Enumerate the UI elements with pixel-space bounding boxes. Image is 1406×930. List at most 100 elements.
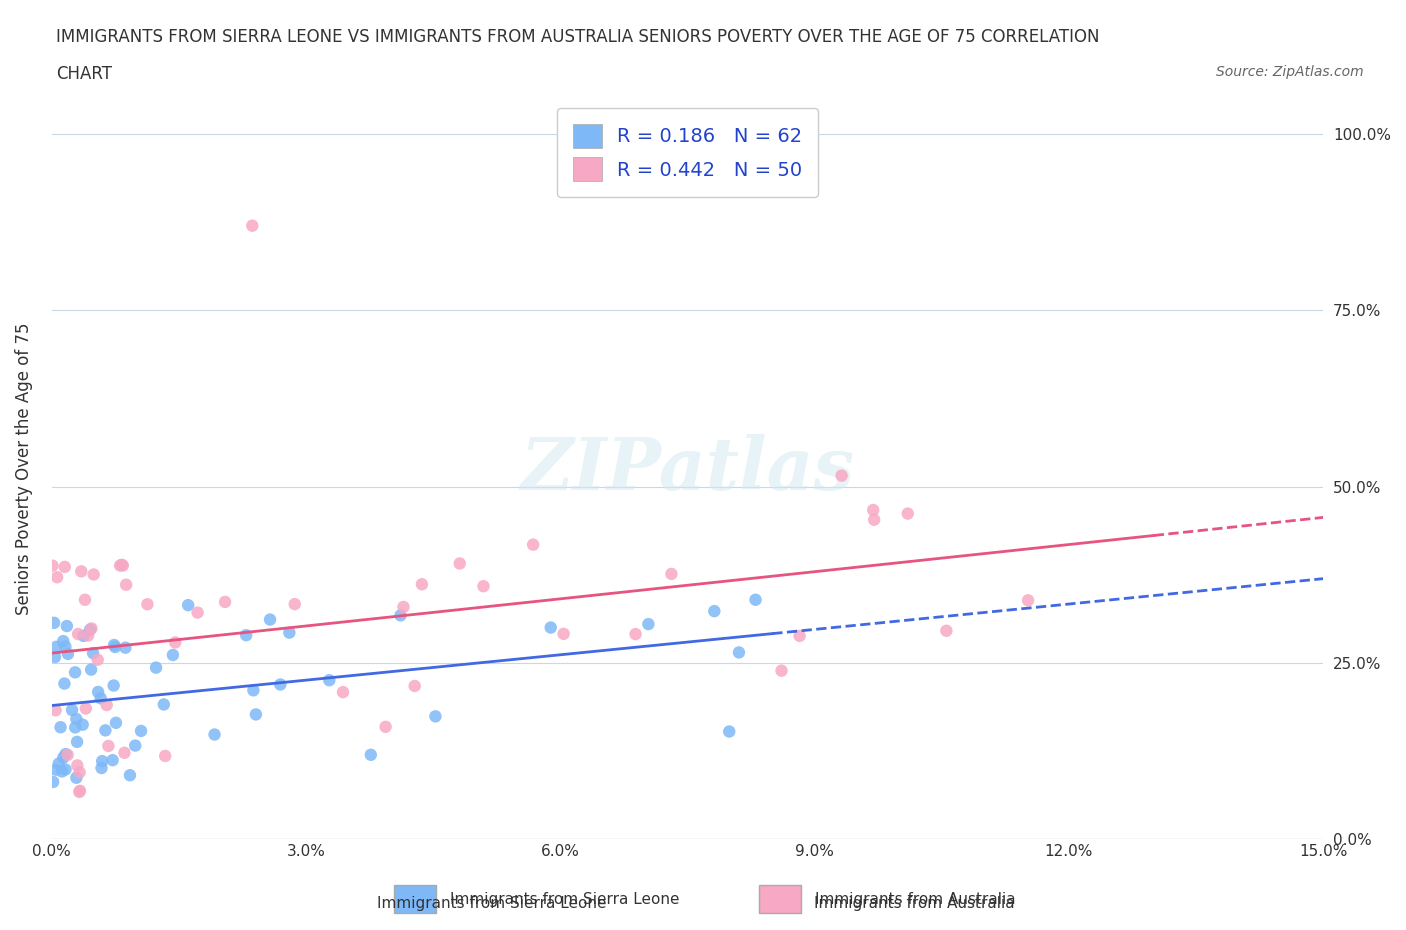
Point [73,592,96,607]
Point [67,784,90,799]
Point [41,558,63,573]
Point [332,684,354,699]
Text: Immigrants from Sierra Leone: Immigrants from Sierra Leone [450,892,679,907]
Point [79,622,101,637]
Text: CHART: CHART [56,65,112,83]
Y-axis label: Seniors Poverty Over the Age of 75: Seniors Poverty Over the Age of 75 [15,323,32,616]
Point [153,697,176,711]
Point [42,775,65,790]
Point [53,560,76,575]
Point [70,564,93,578]
Point [67,627,90,642]
Point [259,612,281,627]
Point [145,660,167,675]
Point [129,724,152,738]
Point [115,578,138,592]
Point [153,749,176,764]
Point [46,570,69,585]
Text: ZIPatlas: ZIPatlas [520,433,855,504]
Point [51,764,73,778]
Text: Source: ZipAtlas.com: Source: ZipAtlas.com [1216,65,1364,79]
Point [114,745,136,760]
Point [65,770,87,785]
Legend: R = 0.186   N = 62, R = 0.442   N = 50: R = 0.186 N = 62, R = 0.442 N = 50 [557,109,818,197]
Point [187,605,209,620]
Point [831,468,853,483]
Point [55,747,77,762]
Point [789,629,811,644]
Point [83,567,105,582]
Point [91,753,114,768]
Point [744,592,766,607]
Point [80,662,103,677]
FancyBboxPatch shape [759,885,801,913]
Point [104,715,127,730]
Point [935,623,957,638]
Point [66,758,89,773]
Point [770,663,793,678]
Point [242,683,264,698]
Point [863,512,886,527]
Point [87,684,110,699]
Point [703,604,725,618]
Point [77,628,100,643]
Point [637,617,659,631]
Point [52,751,75,765]
Point [425,709,447,724]
Point [82,645,104,660]
Point [55,762,77,777]
Point [66,735,89,750]
Point [278,625,301,640]
Point [87,652,110,667]
Point [69,783,91,798]
Point [728,645,751,660]
Point [53,676,76,691]
Point [44,650,66,665]
Point [80,621,103,636]
Point [42,616,65,631]
Point [284,597,307,612]
Point [124,738,146,753]
Point [1017,593,1039,608]
Point [103,638,125,653]
Point [48,756,70,771]
FancyBboxPatch shape [394,885,436,913]
Point [56,748,79,763]
Point [96,698,118,712]
Point [540,620,562,635]
Point [69,764,91,779]
Point [162,647,184,662]
Point [53,639,76,654]
Point [718,724,741,739]
Point [862,502,884,517]
Point [204,727,226,742]
Point [65,711,87,726]
Text: Immigrants from Australia: Immigrants from Australia [814,897,1014,911]
Point [103,678,125,693]
Point [374,720,396,735]
Point [49,720,72,735]
Point [90,691,112,706]
Point [522,538,544,552]
Point [108,558,131,573]
Point [389,608,412,623]
Point [90,761,112,776]
Point [136,597,159,612]
Point [63,665,86,680]
Point [360,748,382,763]
Point [45,703,67,718]
Point [245,707,267,722]
Point [75,701,97,716]
Point [45,763,67,777]
Point [45,640,67,655]
Point [472,578,495,593]
Point [214,594,236,609]
Text: Immigrants from Australia: Immigrants from Australia [815,892,1017,907]
Point [449,556,471,571]
Point [897,506,920,521]
Point [318,672,340,687]
Point [165,635,187,650]
Point [56,646,79,661]
Point [101,752,124,767]
Point [392,600,415,615]
